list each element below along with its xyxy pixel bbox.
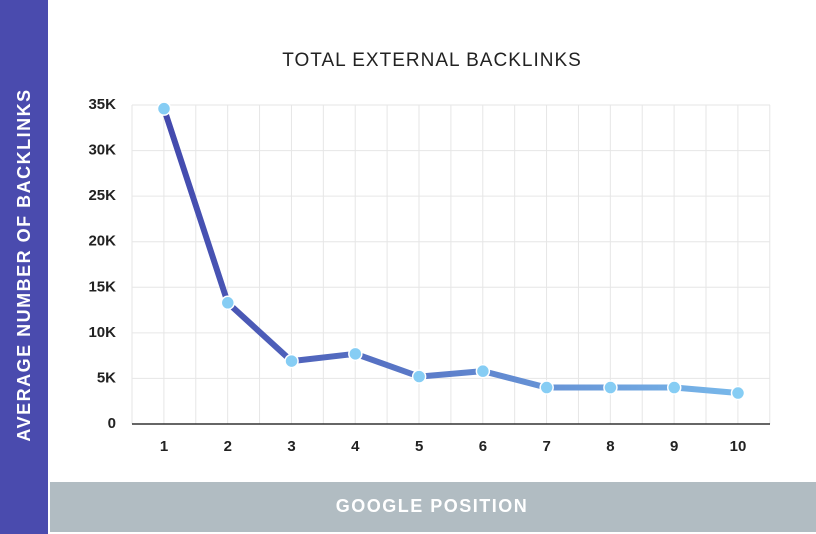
line [161, 107, 739, 397]
x-tick-label: 2 [224, 438, 232, 455]
y-tick-label: 5K [97, 369, 116, 386]
marker [730, 385, 746, 401]
y-tick-label: 15K [88, 278, 116, 295]
grid: 0 5K 10K 15K 20K 25K 30K 35K [88, 96, 771, 432]
marker [348, 346, 363, 362]
x-tick-label: 8 [606, 438, 614, 455]
y-tick-label: 10K [88, 324, 116, 341]
marker [411, 369, 427, 384]
x-tick-label: 7 [542, 438, 550, 455]
x-tick-label: 9 [670, 438, 678, 455]
x-tick-label: 3 [287, 438, 295, 455]
x-tick-label: 6 [479, 438, 487, 455]
x-tick-label: 4 [351, 438, 360, 455]
x-tick-label: 10 [730, 438, 747, 455]
y-tick-label: 25K [88, 187, 116, 204]
plot: 1 2 3 4 5 6 7 8 9 10 [156, 101, 747, 455]
marker [475, 363, 491, 379]
y-band [0, 0, 48, 534]
marker [539, 380, 554, 395]
x-axis-label: GOOGLE POSITION [336, 496, 529, 516]
chart-title: TOTAL EXTERNAL BACKLINKS [282, 50, 582, 71]
marker [220, 295, 236, 311]
y-tick-label: 0 [108, 415, 116, 432]
marker [666, 380, 682, 395]
y-axis-label: AVERAGE NUMBER OF BACKLINKS [14, 88, 34, 441]
y-tick-label: 35K [88, 96, 116, 113]
x-tick-label: 5 [415, 438, 423, 455]
y-tick-label: 20K [88, 233, 116, 250]
x-band [50, 482, 816, 532]
marker [603, 380, 618, 395]
y-tick-label: 30K [88, 142, 116, 159]
marker [284, 353, 299, 369]
marker [156, 101, 172, 116]
x-tick-label: 1 [160, 438, 168, 455]
